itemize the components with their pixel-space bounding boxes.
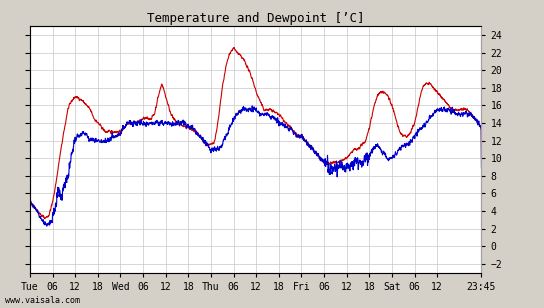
Text: www.vaisala.com: www.vaisala.com (5, 296, 81, 305)
Title: Temperature and Dewpoint [’C]: Temperature and Dewpoint [’C] (147, 12, 364, 25)
